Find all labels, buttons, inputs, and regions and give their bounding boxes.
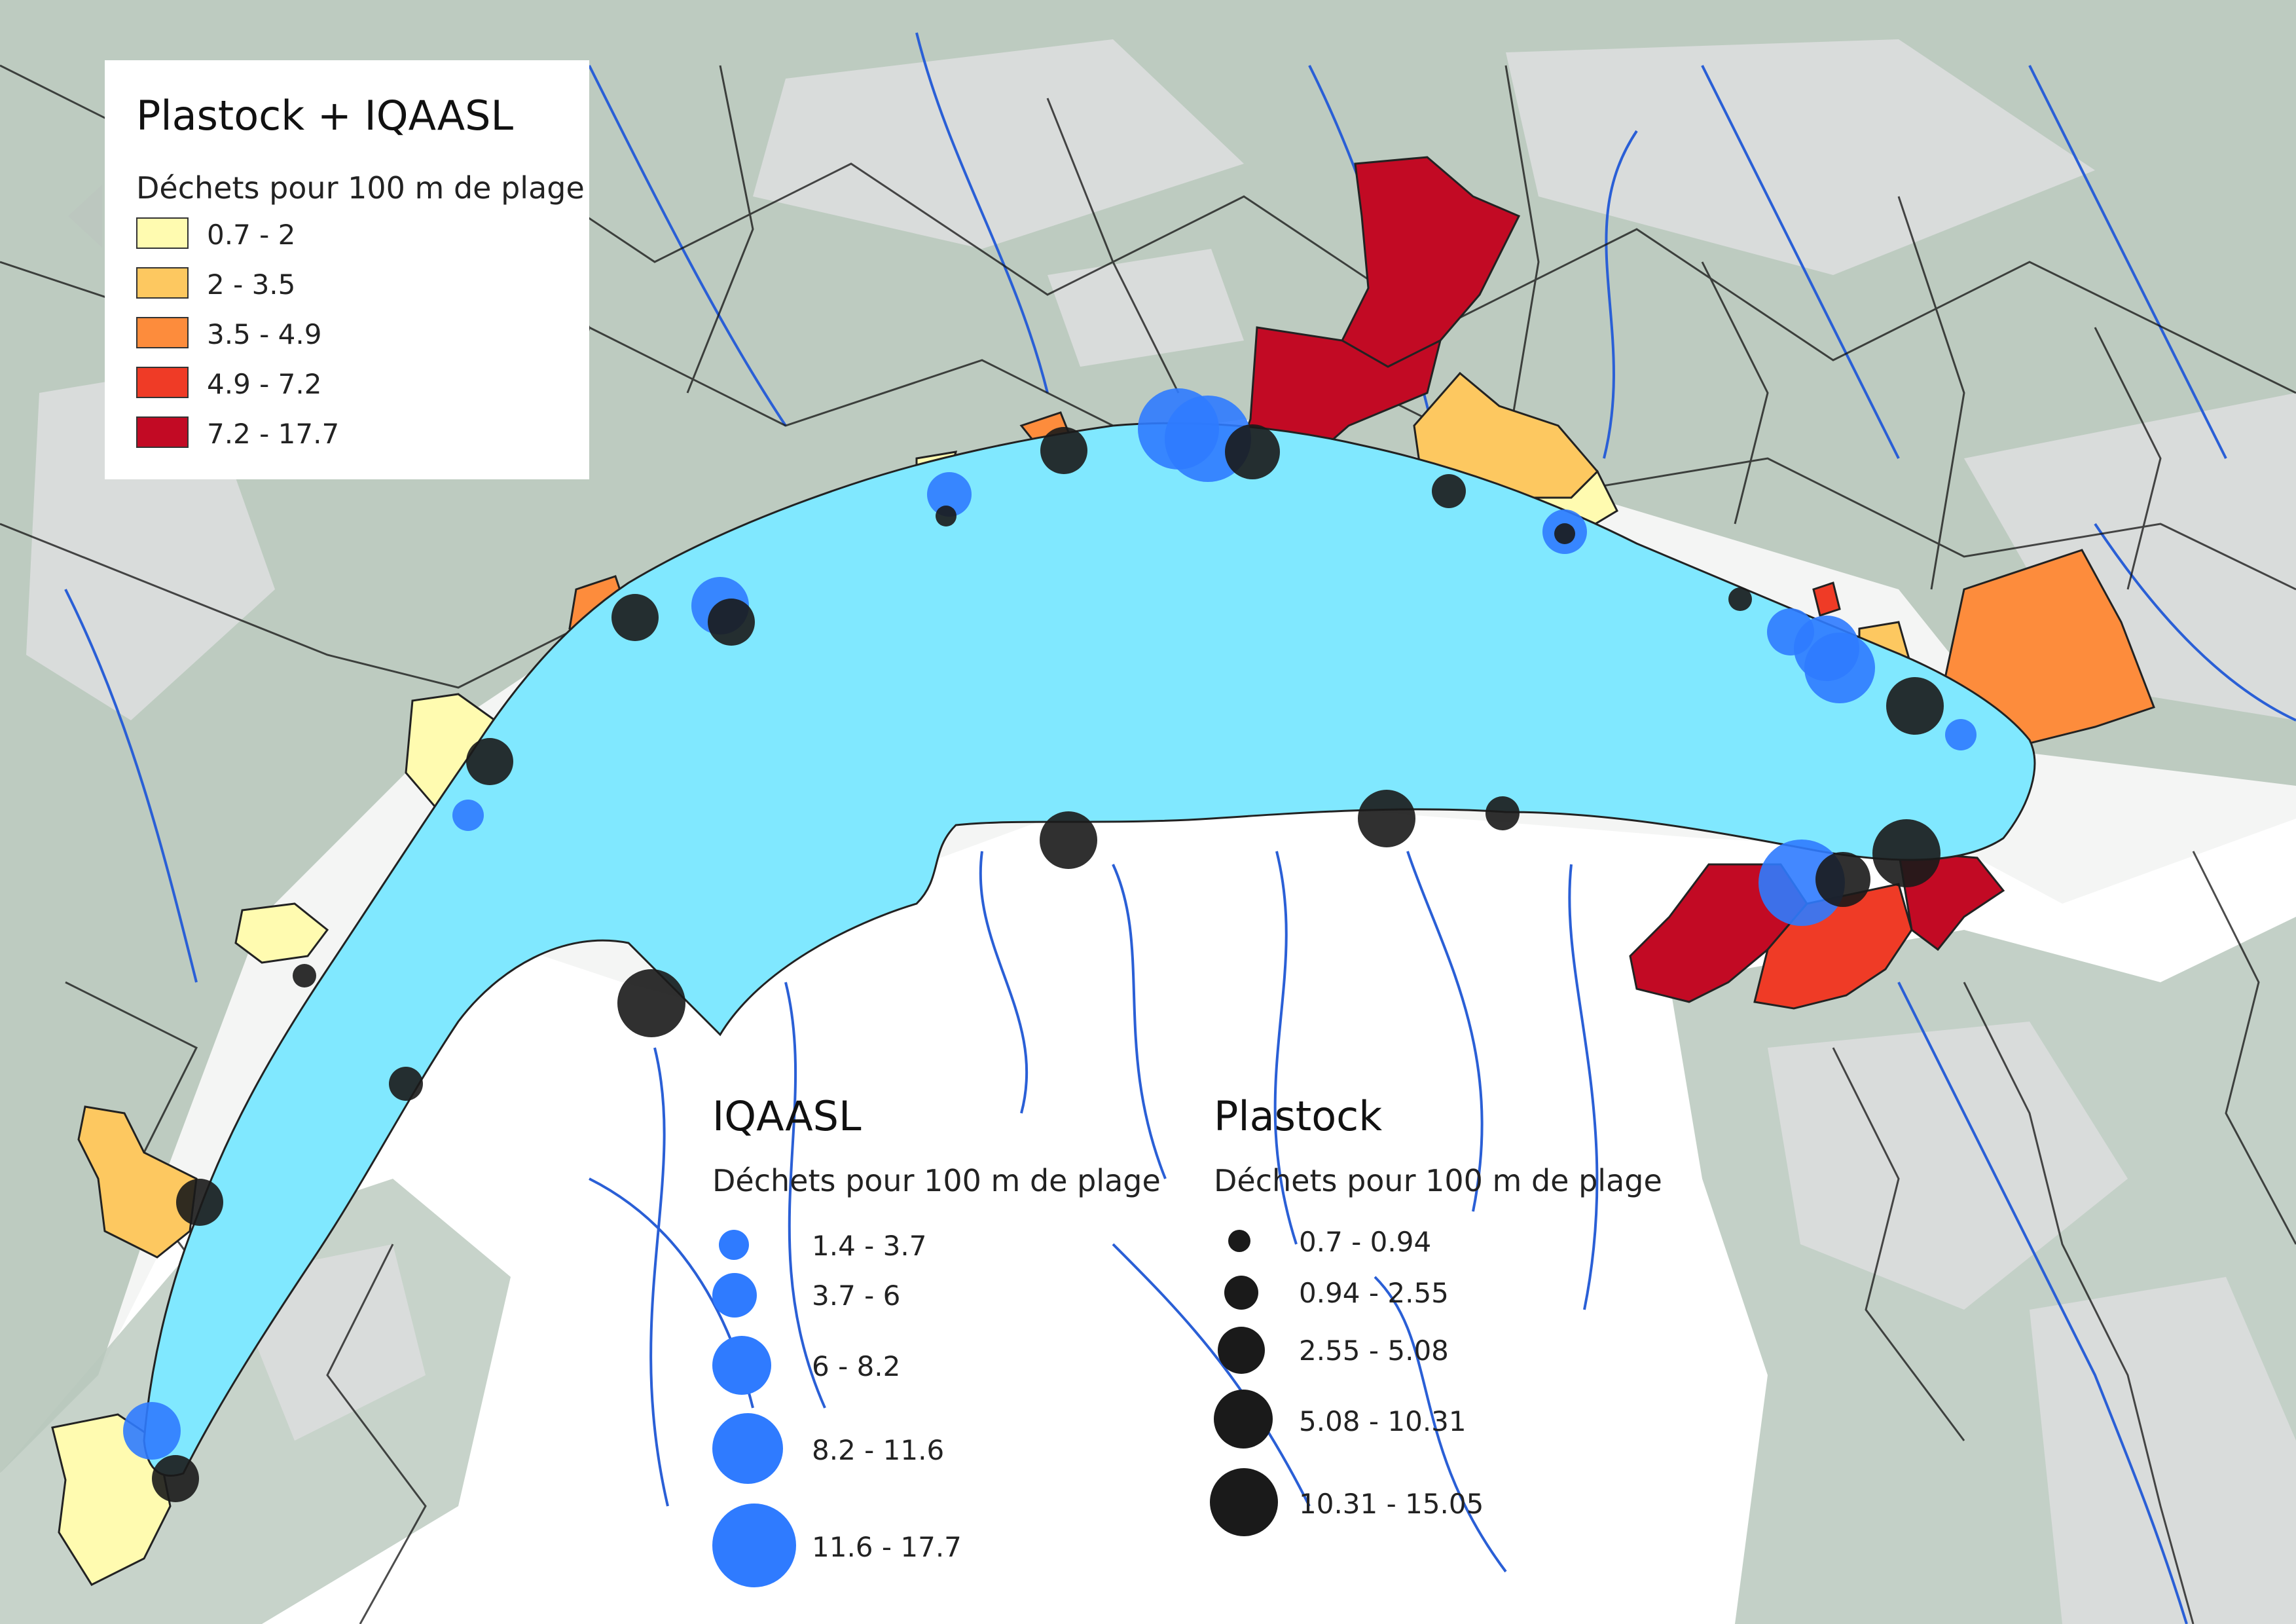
terrain-south [0, 812, 2296, 1624]
choropleth-legend: Plastock + IQAASL Déchets pour 100 m de … [68, 60, 589, 479]
plastock-point [1432, 474, 1466, 508]
plastock-point [152, 1455, 199, 1502]
choropleth-legend-subtitle: Déchets pour 100 m de plage [136, 170, 585, 206]
iqaasl-legend-dot [712, 1413, 783, 1484]
legend-class-label: 3.5 - 4.9 [207, 318, 322, 350]
plastock-legend-dot [1218, 1327, 1265, 1374]
plastock-point [176, 1179, 223, 1226]
iqaasl-legend-label: 3.7 - 6 [812, 1280, 901, 1312]
plastock-legend-label: 0.94 - 2.55 [1299, 1277, 1449, 1309]
plastock-legend-dot [1224, 1276, 1258, 1310]
plastock-point [1815, 852, 1870, 907]
iqaasl-legend-dot [712, 1273, 757, 1318]
plastock-legend-dot [1214, 1390, 1273, 1449]
plastock-legend-title: Plastock [1214, 1092, 1383, 1140]
plastock-point [611, 594, 659, 641]
legend-swatch [136, 317, 189, 348]
legend-class-row: 4.9 - 7.2 [136, 367, 555, 401]
iqaasl-point [123, 1402, 181, 1460]
iqaasl-legend-label: 6 - 8.2 [812, 1350, 901, 1382]
legend-class-row: 2 - 3.5 [136, 267, 555, 301]
iqaasl-legend-dot [712, 1336, 771, 1395]
legend-class-label: 2 - 3.5 [207, 268, 296, 301]
plastock-point [936, 506, 957, 526]
legend-class-row: 7.2 - 17.7 [136, 416, 555, 451]
iqaasl-point [927, 472, 972, 517]
legend-class-row: 0.7 - 2 [136, 217, 555, 251]
plastock-legend-dot [1210, 1468, 1278, 1536]
iqaasl-legend-dot [719, 1230, 749, 1260]
plastock-point [1554, 523, 1575, 544]
legend-class-label: 4.9 - 7.2 [207, 368, 322, 400]
lake-leman [143, 422, 2036, 1477]
legend-class-label: 0.7 - 2 [207, 219, 296, 251]
iqaasl-legend-subtitle: Déchets pour 100 m de plage [712, 1163, 1161, 1198]
legend-swatch [136, 217, 189, 249]
plastock-point [389, 1067, 423, 1101]
plastock-legend-subtitle: Déchets pour 100 m de plage [1214, 1163, 1662, 1198]
plastock-legend-label: 2.55 - 5.08 [1299, 1335, 1449, 1367]
legend-swatch [136, 267, 189, 299]
iqaasl-point [1945, 719, 1977, 750]
plastock-point [1040, 427, 1087, 474]
iqaasl-legend-label: 8.2 - 11.6 [812, 1434, 945, 1466]
legend-swatch [136, 367, 189, 398]
plastock-point [1728, 587, 1752, 611]
iqaasl-point [452, 800, 484, 831]
region-versoix [77, 1105, 198, 1259]
plastock-point [293, 964, 316, 987]
plastock-point [1886, 677, 1944, 735]
plastock-points [152, 424, 1944, 1502]
plastock-point [1040, 811, 1097, 869]
iqaasl-legend-label: 11.6 - 17.7 [812, 1531, 962, 1563]
iqaasl-point [1804, 633, 1875, 703]
legend-class-row: 3.5 - 4.9 [136, 317, 555, 351]
plastock-point [1358, 790, 1415, 847]
plastock-point [466, 738, 513, 785]
plastock-point [708, 599, 755, 646]
choropleth-legend-title: Plastock + IQAASL [136, 92, 514, 139]
plastock-point [617, 969, 685, 1037]
plastock-legend-label: 0.7 - 0.94 [1299, 1226, 1432, 1258]
region-coppet [234, 902, 329, 964]
plastock-legend-label: 5.08 - 10.31 [1299, 1405, 1467, 1437]
iqaasl-legend-dot [712, 1504, 796, 1587]
rivers [64, 32, 2296, 1624]
region-vevey-small [1812, 581, 1841, 617]
collapse-arrow-icon[interactable] [68, 185, 102, 248]
plastock-point [1872, 819, 1941, 887]
plastock-point [1225, 424, 1280, 479]
legend-swatch [136, 416, 189, 448]
plastock-point [1485, 796, 1520, 830]
plastock-legend-label: 10.31 - 15.05 [1299, 1488, 1484, 1520]
plastock-legend-dot [1228, 1230, 1250, 1252]
iqaasl-legend-label: 1.4 - 3.7 [812, 1230, 927, 1262]
legend-class-label: 7.2 - 17.7 [207, 418, 340, 450]
iqaasl-legend-title: IQAASL [712, 1092, 862, 1140]
